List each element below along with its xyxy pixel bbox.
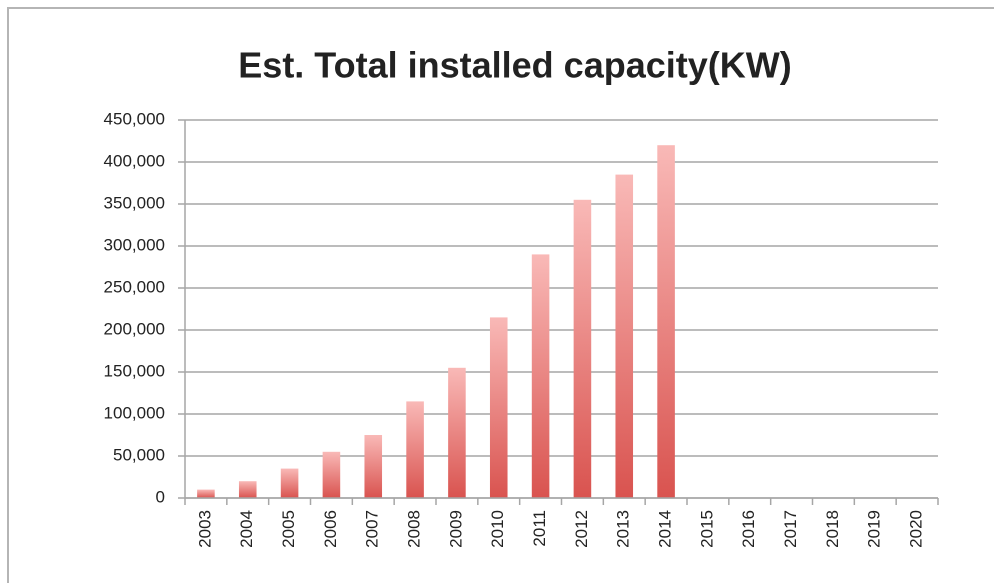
y-tick-label: 250,000: [104, 277, 165, 296]
y-tick-label: 450,000: [104, 109, 165, 128]
x-tick-label: 2012: [572, 510, 591, 548]
x-tick-label: 2015: [697, 510, 716, 548]
y-tick-label: 150,000: [104, 361, 165, 380]
y-tick-label: 350,000: [104, 193, 165, 212]
x-tick-label: 2020: [907, 510, 926, 548]
bar: [238, 481, 257, 498]
bar: [573, 199, 592, 499]
bar: [531, 254, 550, 498]
x-tick-label: 2013: [614, 510, 633, 548]
bar: [406, 401, 424, 498]
bar: [615, 174, 634, 498]
y-tick-label: 0: [156, 487, 165, 506]
x-tick-label: 2011: [530, 510, 549, 547]
x-tick-label: 2006: [321, 510, 340, 548]
x-tick-label: 2016: [739, 510, 758, 548]
x-tick-label: 2019: [865, 510, 884, 548]
x-tick-label: 2003: [195, 510, 214, 548]
x-tick-label: 2008: [405, 510, 424, 548]
bar: [448, 367, 466, 498]
x-tick-label: 2014: [656, 510, 675, 548]
bar: [489, 317, 508, 498]
x-tick-label: 2009: [446, 510, 465, 548]
bar: [322, 451, 341, 498]
y-tick-label: 400,000: [104, 151, 165, 170]
y-tick-label: 300,000: [104, 235, 165, 254]
x-tick-label: 2007: [363, 510, 382, 548]
bar: [364, 435, 383, 498]
bar: [657, 145, 675, 498]
x-tick-label: 2018: [823, 510, 842, 548]
y-tick-label: 100,000: [104, 403, 165, 422]
x-tick-label: 2017: [781, 510, 800, 548]
y-tick-label: 50,000: [113, 445, 165, 464]
bar: [197, 489, 215, 498]
y-tick-label: 200,000: [104, 319, 165, 338]
x-tick-label: 2005: [279, 510, 298, 548]
x-tick-label: 2010: [488, 510, 507, 548]
bar: [280, 468, 299, 498]
chart-title: Est. Total installed capacity(KW): [238, 45, 791, 86]
x-tick-label: 2004: [237, 510, 256, 548]
